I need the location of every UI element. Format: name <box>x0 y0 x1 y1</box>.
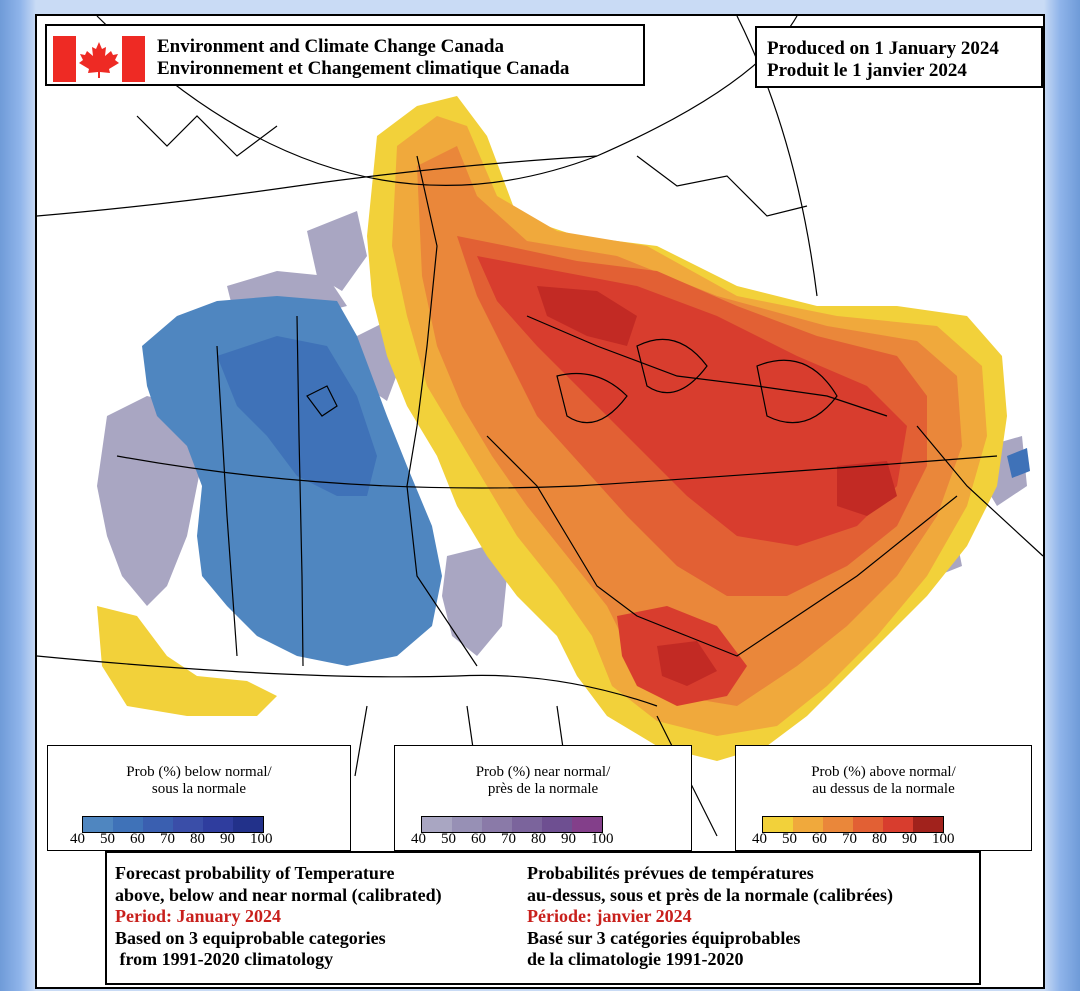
tick-label: 60 <box>471 831 486 847</box>
produced-date-en: Produced on 1 January 2024 <box>767 38 999 59</box>
swatch-above-90 <box>913 817 943 832</box>
legend-below-title-en: Prob (%) below normal/ <box>126 764 272 780</box>
boundary-lines <box>37 16 1043 857</box>
info-fr-line1: Probabilités prévues de températures <box>527 863 814 883</box>
legend-above-colorbar <box>762 816 944 833</box>
tick-label: 40 <box>752 831 767 847</box>
tick-label: 90 <box>220 831 235 847</box>
tick-label: 50 <box>441 831 456 847</box>
info-fr-line4: Basé sur 3 catégories équiprobables <box>527 927 801 948</box>
tick-label: 60 <box>812 831 827 847</box>
legend-near-colorbar <box>421 816 603 833</box>
tick-label: 90 <box>561 831 576 847</box>
legend-above-title-fr: au dessus de la normale <box>812 781 955 797</box>
swatch-near-50 <box>452 817 482 832</box>
near-normal-bc-coast <box>97 396 207 606</box>
tick-label: 80 <box>872 831 887 847</box>
tick-label: 70 <box>160 831 175 847</box>
legend-near-title-en: Prob (%) near normal/ <box>475 764 611 780</box>
tick-label: 60 <box>130 831 145 847</box>
tick-label: 50 <box>100 831 115 847</box>
info-english: Forecast probability of Temperature abov… <box>115 863 442 971</box>
above-90-quebec <box>837 461 897 516</box>
legend-near-ticks: 40 50 60 70 80 90 100 <box>411 831 621 848</box>
agency-name-fr: Environnement et Changement climatique C… <box>157 58 570 79</box>
swatch-above-40 <box>763 817 793 832</box>
info-french: Probabilités prévues de températures au-… <box>527 863 893 971</box>
legend-near-title-fr: près de la normale <box>487 781 599 797</box>
info-fr-period: Période: janvier 2024 <box>527 906 692 926</box>
swatch-near-40 <box>422 817 452 832</box>
swatch-below-90 <box>233 817 263 832</box>
tick-label: 80 <box>531 831 546 847</box>
legend-near-normal: Prob (%) near normal/ près de la normale… <box>394 745 692 851</box>
map-frame: Environment and Climate Change Canada En… <box>35 14 1045 989</box>
swatch-below-50 <box>113 817 143 832</box>
swatch-above-50 <box>793 817 823 832</box>
swatch-near-80 <box>542 817 572 832</box>
tick-label: 80 <box>190 831 205 847</box>
swatch-below-40 <box>83 817 113 832</box>
tick-label: 50 <box>782 831 797 847</box>
swatch-below-80 <box>203 817 233 832</box>
tick-label: 100 <box>932 831 955 847</box>
agency-header: Environment and Climate Change Canada En… <box>45 24 645 86</box>
produced-date-fr: Produit le 1 janvier 2024 <box>767 60 967 81</box>
forecast-info-box: Forecast probability of Temperature abov… <box>105 851 981 985</box>
info-en-line1: Forecast probability of Temperature <box>115 863 395 883</box>
info-en-line5: from 1991-2020 climatology <box>115 949 334 969</box>
near-normal-manitoba <box>442 546 507 656</box>
swatch-below-70 <box>173 817 203 832</box>
agency-name-en: Environment and Climate Change Canada <box>157 36 504 57</box>
above-90 <box>537 286 637 346</box>
swatch-below-60 <box>143 817 173 832</box>
info-en-line4: Based on 3 equiprobable categories <box>115 927 386 948</box>
above-40-south <box>97 606 277 716</box>
info-en-period: Period: January 2024 <box>115 906 281 926</box>
tick-label: 40 <box>70 831 85 847</box>
legend-above-normal: Prob (%) above normal/ au dessus de la n… <box>735 745 1032 851</box>
swatch-above-60 <box>823 817 853 832</box>
above-90-lakes <box>657 641 717 686</box>
legend-above-title-en: Prob (%) above normal/ <box>811 764 956 780</box>
produced-date-box: Produced on 1 January 2024 Produit le 1 … <box>755 26 1043 88</box>
below-normal-labrador-spot <box>1007 448 1030 478</box>
legend-below-colorbar <box>82 816 264 833</box>
swatch-near-90 <box>572 817 602 832</box>
tick-label: 100 <box>591 831 614 847</box>
legend-below-normal: Prob (%) below normal/ sous la normale 4… <box>47 745 351 851</box>
tick-label: 40 <box>411 831 426 847</box>
tick-label: 90 <box>902 831 917 847</box>
tick-label: 70 <box>842 831 857 847</box>
swatch-near-70 <box>512 817 542 832</box>
canada-flag-logo <box>53 36 145 82</box>
near-normal-arctic-west <box>307 211 367 291</box>
forecast-map <box>37 16 1043 857</box>
swatch-above-80 <box>883 817 913 832</box>
below-normal-core <box>217 336 377 496</box>
swatch-above-70 <box>853 817 883 832</box>
legend-below-title-fr: sous la normale <box>151 781 247 797</box>
below-normal-west <box>142 296 442 666</box>
legend-above-ticks: 40 50 60 70 80 90 100 <box>752 831 962 848</box>
tick-label: 70 <box>501 831 516 847</box>
swatch-near-60 <box>482 817 512 832</box>
info-fr-line5: de la climatologie 1991-2020 <box>527 949 744 969</box>
legend-below-ticks: 40 50 60 70 80 90 100 <box>70 831 280 848</box>
info-fr-line2: au-dessus, sous et près de la normale (c… <box>527 884 893 905</box>
info-en-line2: above, below and near normal (calibrated… <box>115 884 442 905</box>
tick-label: 100 <box>250 831 273 847</box>
